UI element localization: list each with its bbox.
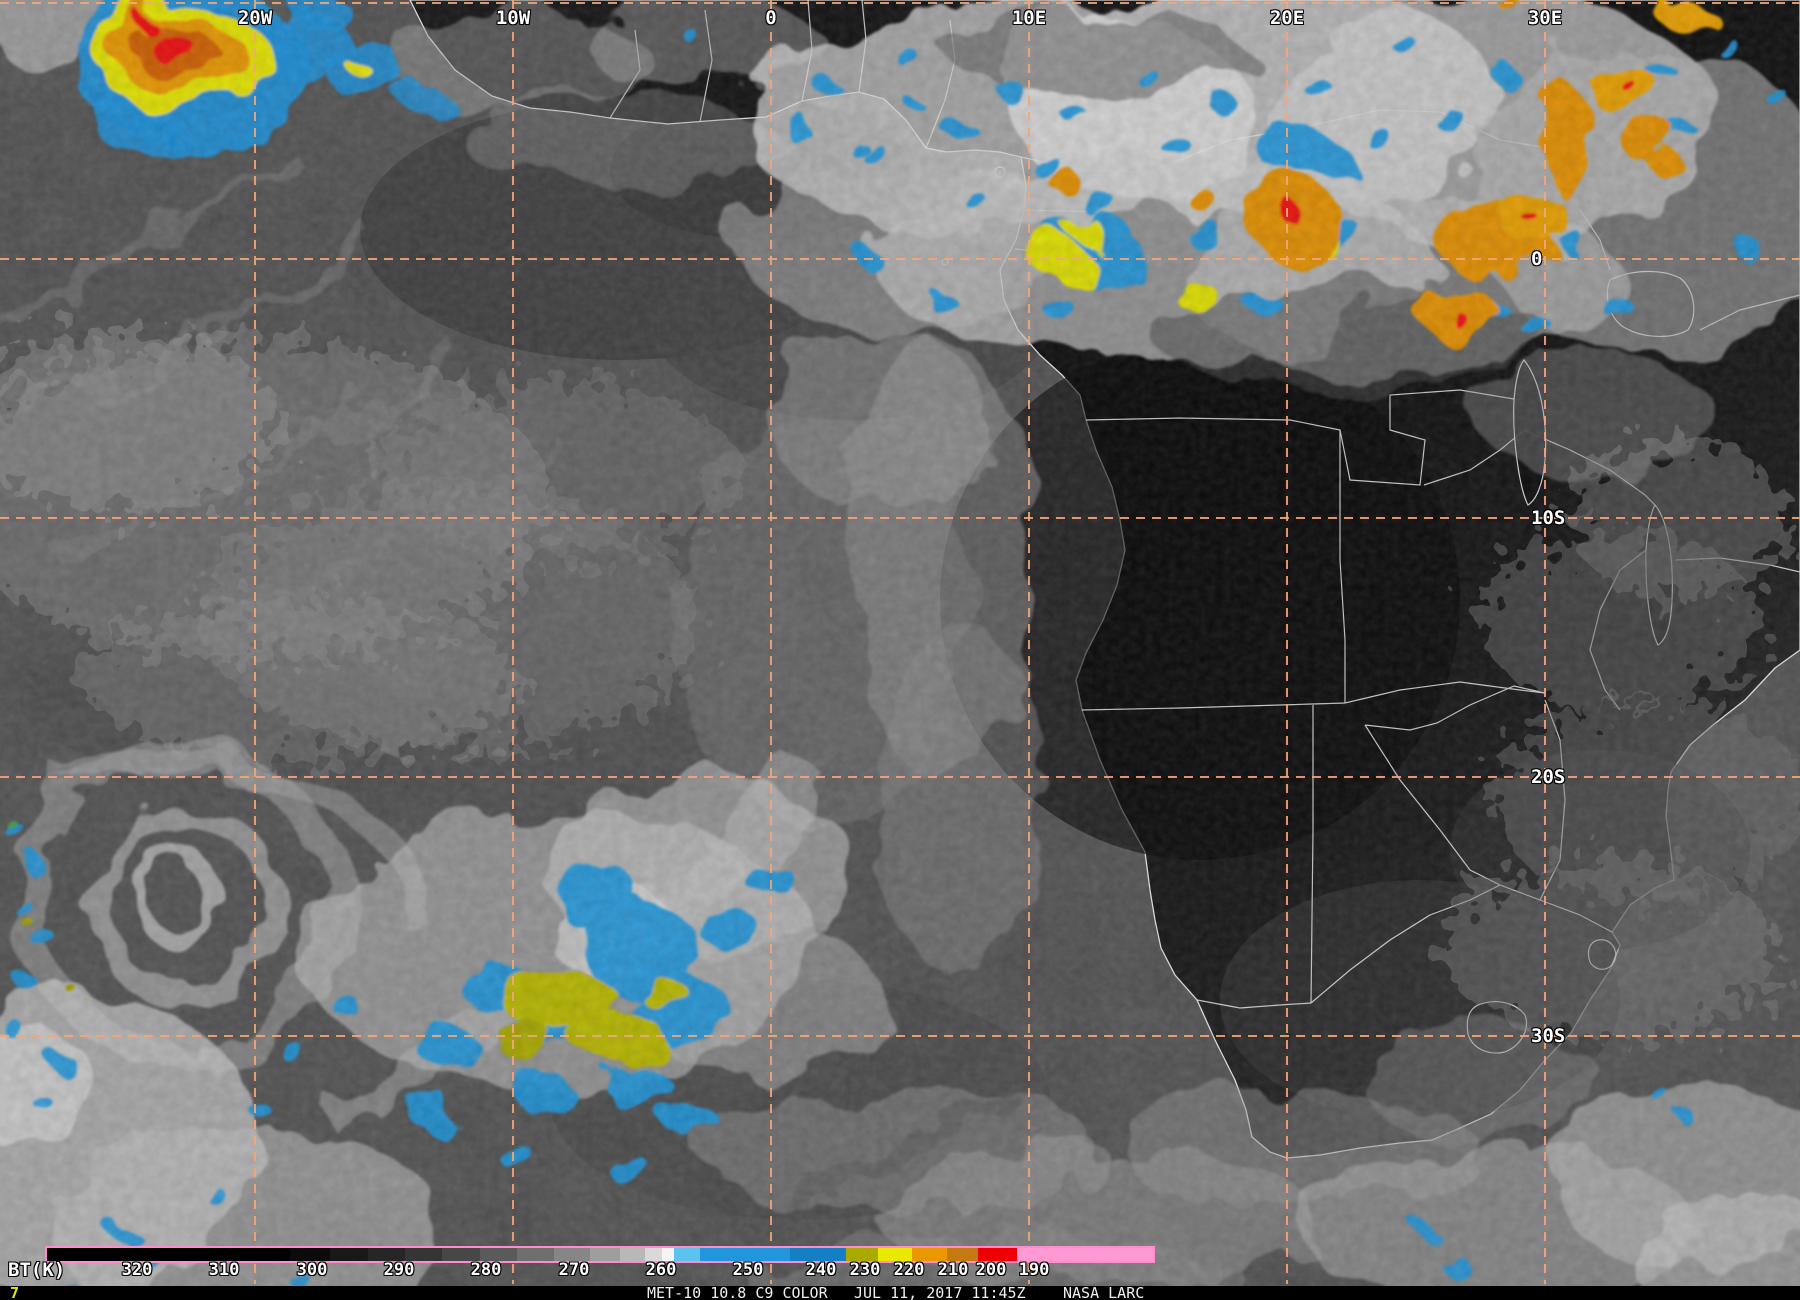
caption-bar: 7 MET-10 10.8 C9 COLOR JUL 11, 2017 11:45… [0, 1286, 1800, 1300]
colorbar-tick-260: 260 [645, 1260, 677, 1280]
colorbar-tick-250: 250 [732, 1260, 764, 1280]
colorbar-tick-280: 280 [470, 1260, 502, 1280]
meridian-line-20E [1286, 0, 1288, 1284]
meridian-line-10E [1028, 0, 1030, 1284]
caption-item: NASA LARC [1063, 1284, 1145, 1300]
latitude-label: 20S [1531, 766, 1566, 788]
colorbar-tick-200: 200 [975, 1260, 1007, 1280]
longitude-label: 30E [1527, 7, 1563, 29]
latitude-label: 30S [1531, 1025, 1566, 1047]
meridian-line-30E [1544, 0, 1546, 1284]
parallel-line-10S [0, 517, 1800, 519]
colorbar-tick-190: 190 [1018, 1260, 1050, 1280]
colorbar-tick-310: 310 [208, 1260, 240, 1280]
latitude-label: 0 [1531, 248, 1543, 270]
parallel-line-0 [0, 258, 1800, 260]
colorbar-tick-270: 270 [558, 1260, 590, 1280]
longitude-label: 0 [765, 7, 777, 29]
meridian-line-0 [770, 0, 772, 1284]
colorbar-title: BT(K) [8, 1259, 66, 1281]
colorbar-tick-210: 210 [937, 1260, 969, 1280]
parallel-line-20S [0, 776, 1800, 778]
meridian-line-10W [512, 0, 514, 1284]
meridian-line-20W [254, 0, 256, 1284]
parallel-line-30S [0, 1035, 1800, 1037]
temperature-colorbar [45, 1246, 1155, 1263]
parallel-line-row0 [0, 2, 1800, 4]
latitude-label: 10S [1531, 507, 1566, 529]
colorbar-tick-220: 220 [893, 1260, 925, 1280]
longitude-label: 10W [495, 7, 531, 29]
colorbar-tick-240: 240 [805, 1260, 837, 1280]
caption-item: JUL 11, 2017 11:45Z [854, 1284, 1026, 1300]
longitude-label: 20E [1269, 7, 1305, 29]
longitude-label: 20W [237, 7, 273, 29]
caption-item: MET-10 10.8 C9 COLOR [647, 1284, 828, 1300]
corner-mark: 7 [10, 1284, 20, 1300]
colorbar-tick-300: 300 [296, 1260, 328, 1280]
colorbar-gradient [47, 1248, 1153, 1261]
longitude-label: 10E [1011, 7, 1047, 29]
colorbar-tick-290: 290 [383, 1260, 415, 1280]
colorbar-tick-230: 230 [849, 1260, 881, 1280]
colorbar-tick-320: 320 [121, 1260, 153, 1280]
